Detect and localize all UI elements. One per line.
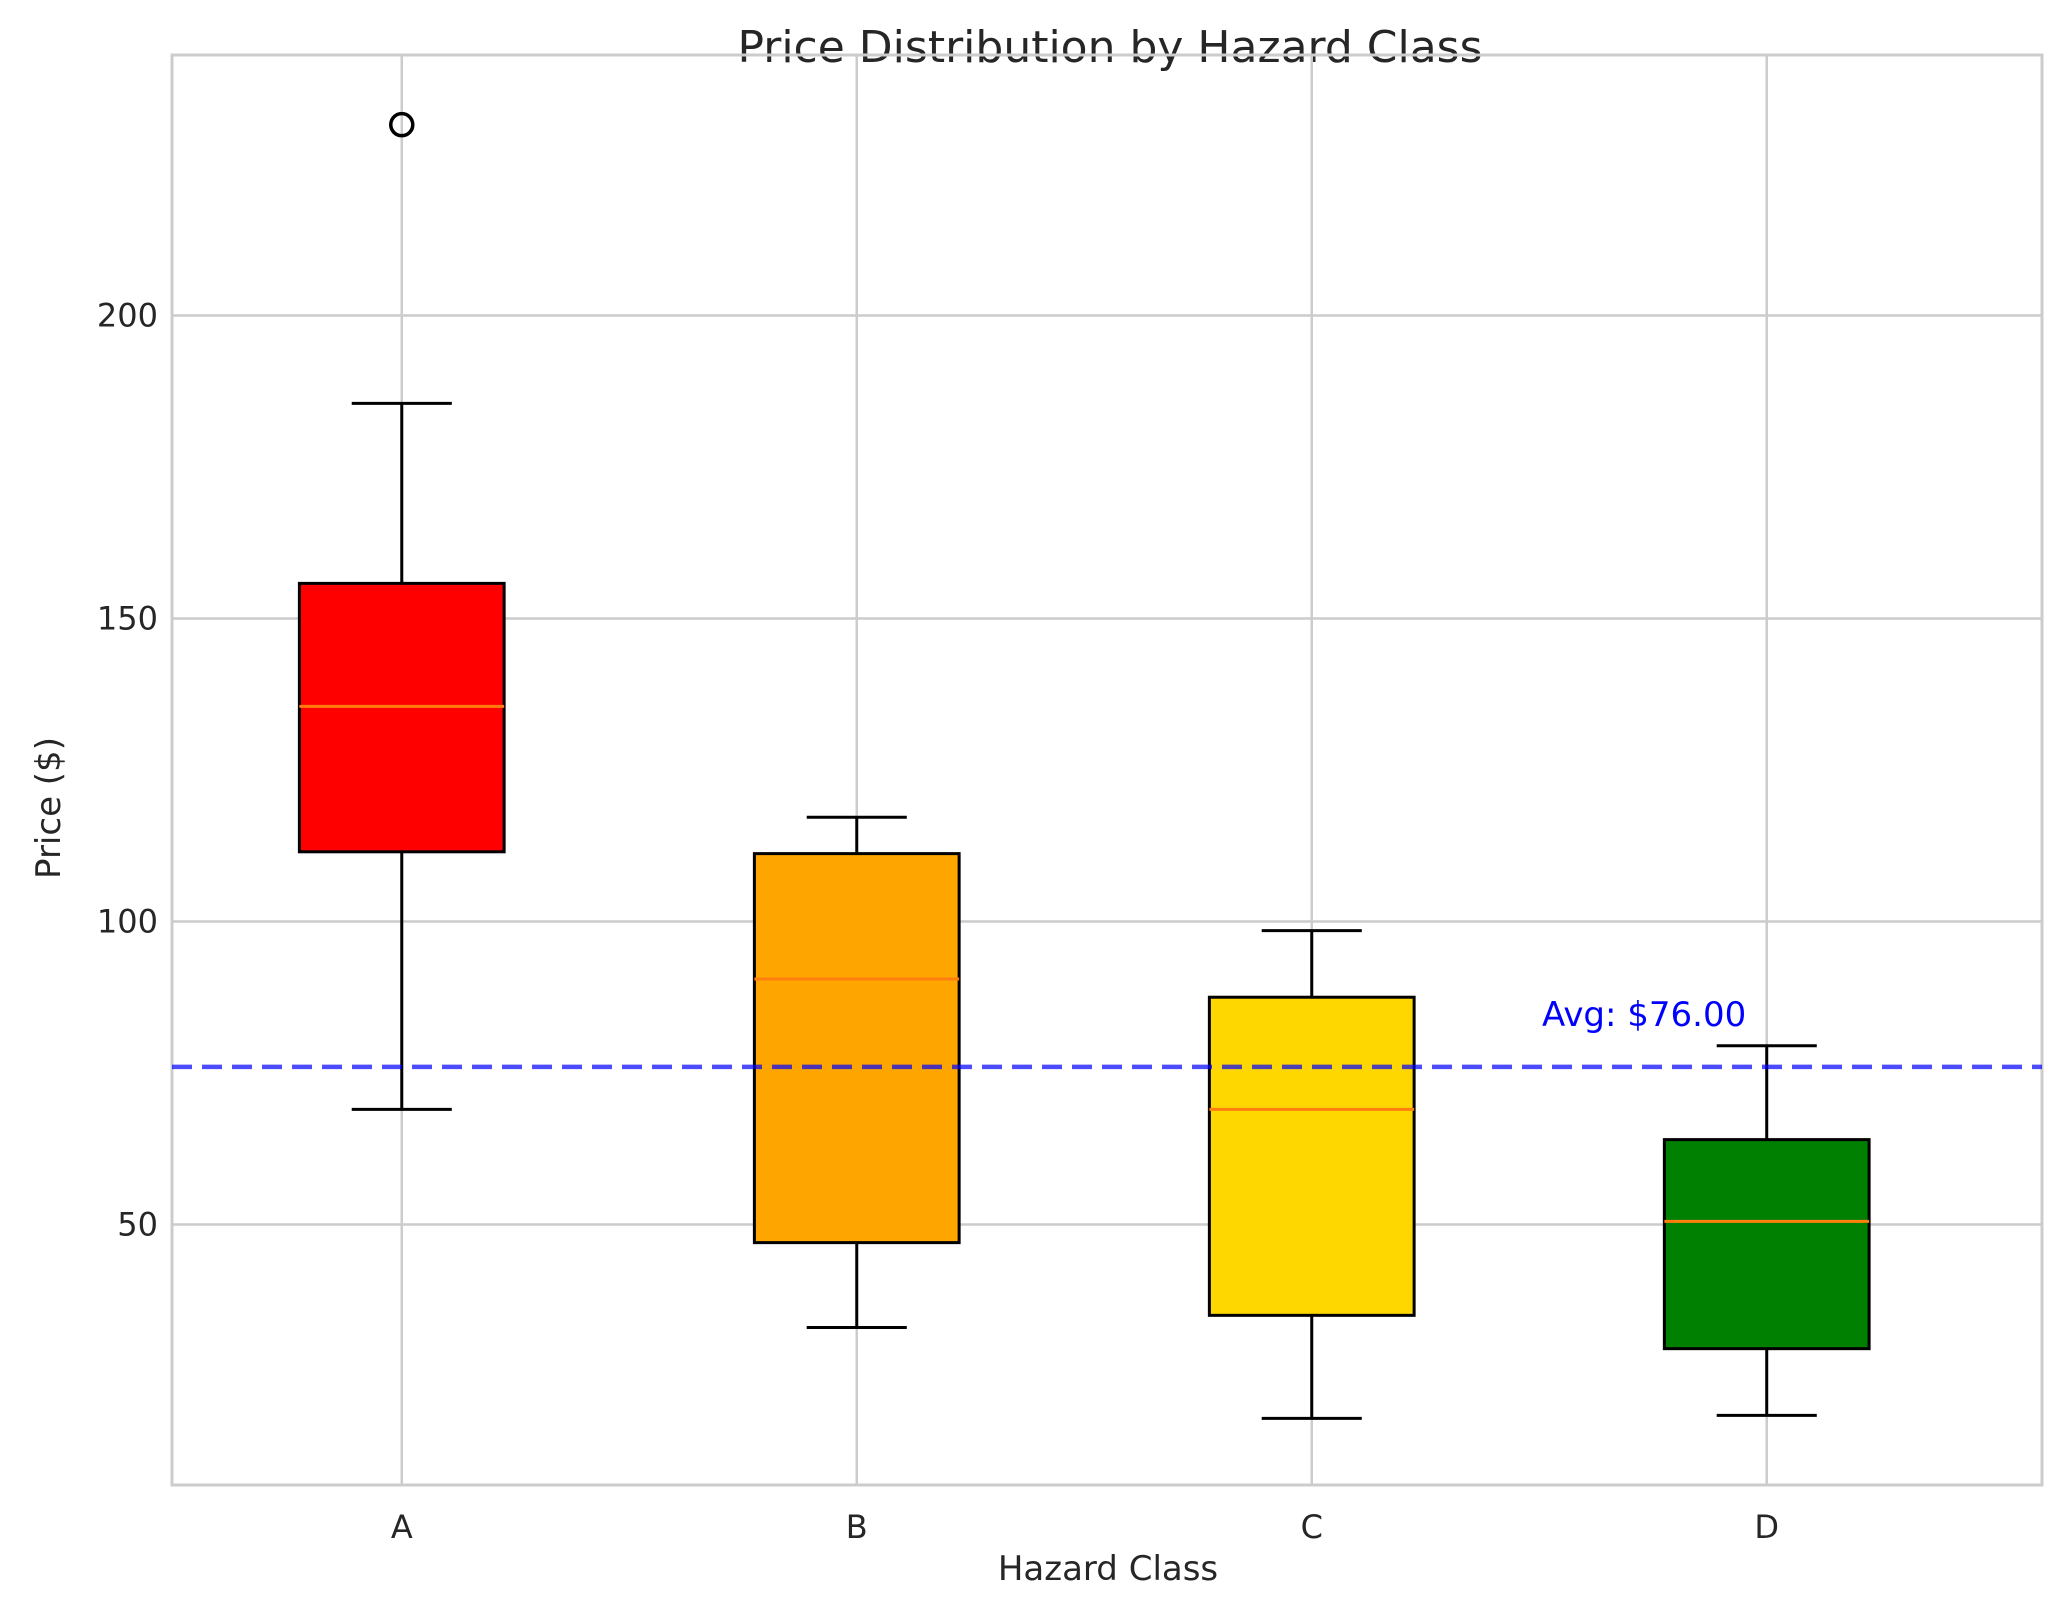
y-tick-label: 150 xyxy=(97,600,158,638)
x-axis-label: Hazard Class xyxy=(998,1549,1218,1589)
plot-area: 50 100 150 200 A B C D Avg: $76.00 xyxy=(97,53,2044,1546)
box-group-d xyxy=(1662,1044,1871,1417)
box xyxy=(1662,1138,1871,1351)
chart-title: Price Distribution by Hazard Class xyxy=(737,22,1482,73)
box-group-a xyxy=(297,111,506,1111)
x-tick-label: B xyxy=(846,1508,868,1546)
y-tick-label: 200 xyxy=(97,297,158,335)
box xyxy=(752,852,961,1245)
y-tick-label: 50 xyxy=(117,1205,158,1243)
box xyxy=(1207,995,1416,1317)
average-label: Avg: $76.00 xyxy=(1542,995,1746,1035)
box-group-c xyxy=(1207,929,1416,1420)
x-tick-label: C xyxy=(1301,1508,1323,1546)
y-tick-label: 100 xyxy=(97,902,158,940)
y-axis-label: Price ($) xyxy=(29,737,69,879)
box xyxy=(297,581,506,854)
box-group-b xyxy=(752,815,961,1329)
x-tick-label: D xyxy=(1754,1508,1779,1546)
x-tick-label: A xyxy=(391,1508,413,1546)
plot-frame xyxy=(170,53,2044,1487)
outlier-point xyxy=(389,111,415,138)
